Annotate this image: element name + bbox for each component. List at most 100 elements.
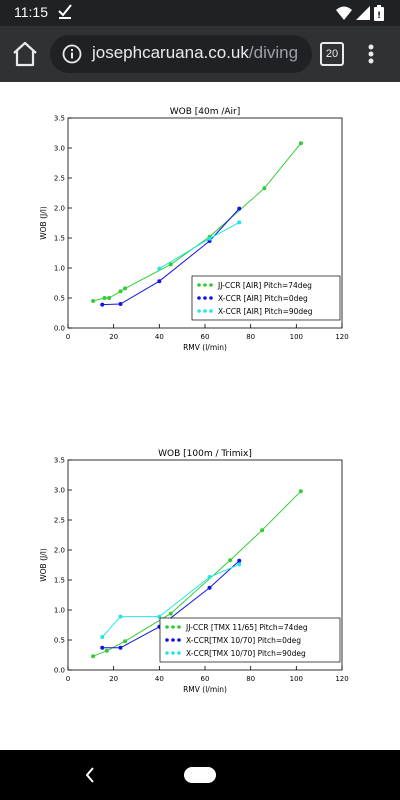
y-tick-label: 2.0 bbox=[54, 547, 65, 555]
x-axis-label: RMV (l/min) bbox=[183, 685, 227, 694]
chart-wob-100m-trimix: WOB [100m / Trimix] 0 20 40 60 80 100 120 0.0 0.5… bbox=[39, 449, 349, 694]
x-tick-label: 120 bbox=[335, 675, 348, 683]
x-tick-label: 20 bbox=[109, 675, 118, 683]
data-point-series-1 bbox=[100, 302, 105, 307]
tab-switcher-button[interactable]: 20 bbox=[320, 42, 344, 66]
legend-marker bbox=[197, 296, 201, 300]
data-point-series-2 bbox=[157, 266, 162, 271]
data-point-series-1 bbox=[118, 645, 123, 650]
battery-icon: ! bbox=[374, 5, 384, 21]
url-host: josephcaruana.co.uk bbox=[92, 43, 249, 62]
chart-wob-40m-air: WOB [40m /Air] 0 20 40 60 80 100 120 0.0 0.5 1.0 1.… bbox=[39, 107, 349, 352]
legend-marker bbox=[165, 625, 169, 629]
system-nav-bar bbox=[0, 750, 400, 800]
data-point-series-0 bbox=[91, 299, 96, 303]
data-point-series-0 bbox=[168, 262, 173, 267]
legend-box bbox=[159, 617, 341, 663]
y-tick-label: 2.5 bbox=[54, 175, 65, 183]
download-complete-icon bbox=[58, 4, 72, 19]
legend-marker bbox=[197, 309, 201, 313]
x-tick-label: 40 bbox=[155, 333, 164, 341]
y-tick-label: 0.5 bbox=[54, 637, 65, 645]
x-tick-label: 0 bbox=[66, 675, 70, 683]
browser-toolbar: josephcaruana.co.uk/diving 20 bbox=[0, 26, 400, 82]
data-point-series-1 bbox=[237, 206, 242, 211]
y-axis-label: WOB (J/l) bbox=[39, 206, 48, 240]
data-point-series-0 bbox=[123, 639, 128, 644]
data-point-series-2 bbox=[207, 236, 212, 241]
x-tick-label: 60 bbox=[201, 675, 210, 683]
legend-marker bbox=[177, 638, 181, 642]
legend-marker bbox=[171, 651, 175, 655]
y-tick-label: 1.5 bbox=[54, 235, 65, 243]
legend-marker bbox=[177, 625, 181, 629]
legend-marker bbox=[171, 625, 175, 629]
y-tick-label: 3.0 bbox=[54, 487, 65, 495]
status-bar: 11:15 ! bbox=[0, 0, 400, 26]
legend-marker bbox=[209, 296, 213, 300]
data-point-series-0 bbox=[118, 289, 123, 294]
y-tick-label: 1.5 bbox=[54, 577, 65, 585]
chart-title: WOB [40m /Air] bbox=[170, 107, 241, 117]
y-tick-label: 3.5 bbox=[54, 457, 65, 465]
legend-marker bbox=[203, 283, 207, 287]
data-point-series-2 bbox=[157, 614, 162, 619]
data-point-series-0 bbox=[168, 611, 173, 616]
data-point-series-0 bbox=[123, 286, 128, 291]
y-tick-label: 3.5 bbox=[54, 115, 65, 123]
legend-marker bbox=[197, 283, 201, 287]
data-point-series-0 bbox=[91, 654, 96, 659]
info-icon[interactable] bbox=[62, 44, 82, 64]
more-menu-icon[interactable] bbox=[364, 40, 378, 68]
x-tick-label: 20 bbox=[109, 333, 118, 341]
x-tick-label: 40 bbox=[155, 675, 164, 683]
y-tick-label: 0.0 bbox=[54, 667, 65, 675]
data-point-series-0 bbox=[298, 489, 303, 494]
data-point-series-0 bbox=[228, 558, 233, 563]
page-content: WOB [40m /Air] 0 20 40 60 80 100 120 0.0 0.5 1.0 1.… bbox=[0, 82, 400, 750]
data-point-series-0 bbox=[262, 186, 267, 191]
legend-marker bbox=[203, 309, 207, 313]
legend-marker bbox=[165, 651, 169, 655]
x-tick-label: 0 bbox=[66, 333, 70, 341]
legend-marker bbox=[165, 638, 169, 642]
y-tick-label: 1.0 bbox=[54, 607, 65, 615]
data-point-series-2 bbox=[237, 220, 242, 225]
legend: JJ-CCR [TMX 11/65] Pitch=74deg X-CCR[TMX … bbox=[159, 617, 341, 663]
chart-title: WOB [100m / Trimix] bbox=[158, 449, 252, 459]
x-tick-label: 80 bbox=[246, 333, 255, 341]
data-point-series-1 bbox=[157, 279, 162, 284]
data-point-series-2 bbox=[237, 562, 242, 567]
data-point-series-1 bbox=[237, 558, 242, 563]
x-tick-label: 120 bbox=[335, 333, 348, 341]
legend-marker bbox=[209, 283, 213, 287]
home-pill[interactable] bbox=[184, 767, 216, 783]
data-point-series-0 bbox=[107, 296, 112, 300]
x-axis-label: RMV (l/min) bbox=[183, 343, 227, 352]
data-point-series-0 bbox=[298, 141, 303, 146]
home-icon[interactable] bbox=[10, 40, 40, 68]
legend-label: X-CCR [AIR] Pitch=90deg bbox=[218, 307, 313, 316]
y-tick-label: 2.0 bbox=[54, 205, 65, 213]
status-time: 11:15 bbox=[14, 4, 48, 20]
legend-marker bbox=[209, 309, 213, 313]
url-text[interactable]: josephcaruana.co.uk/diving bbox=[92, 43, 298, 63]
data-point-series-0 bbox=[102, 296, 107, 300]
back-icon[interactable] bbox=[82, 765, 98, 785]
legend-box bbox=[191, 275, 341, 321]
legend: JJ-CCR [AIR] Pitch=74deg X-CCR [AIR] Pitc… bbox=[191, 275, 341, 321]
y-tick-label: 2.5 bbox=[54, 517, 65, 525]
x-tick-label: 100 bbox=[290, 333, 303, 341]
data-point-series-2 bbox=[207, 575, 212, 579]
x-tick-label: 60 bbox=[201, 333, 210, 341]
data-point-series-0 bbox=[104, 648, 109, 653]
data-point-series-0 bbox=[260, 528, 265, 533]
x-tick-label: 80 bbox=[246, 675, 255, 683]
legend-label: JJ-CCR [AIR] Pitch=74deg bbox=[217, 281, 312, 290]
legend-label: X-CCR[TMX 10/70] Pitch=0deg bbox=[186, 636, 301, 645]
address-bar[interactable]: josephcaruana.co.uk/diving bbox=[50, 35, 312, 73]
data-point-series-1 bbox=[118, 302, 123, 306]
legend-marker bbox=[177, 651, 181, 655]
legend-label: JJ-CCR [TMX 11/65] Pitch=74deg bbox=[185, 623, 308, 632]
legend-marker bbox=[171, 638, 175, 642]
